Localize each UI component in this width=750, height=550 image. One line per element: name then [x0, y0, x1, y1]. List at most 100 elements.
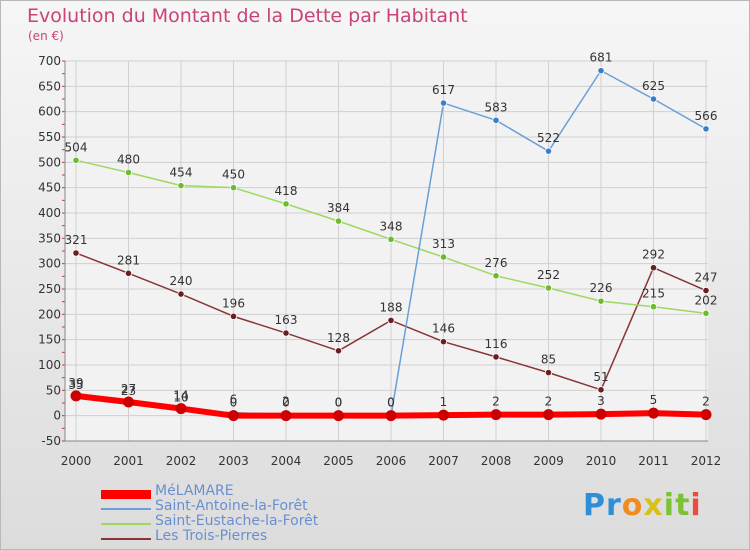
- data-point: [228, 410, 239, 422]
- y-tick-label: 650: [38, 79, 61, 93]
- data-point: [333, 410, 344, 422]
- data-point: [282, 329, 290, 337]
- data-label: 5: [650, 393, 658, 407]
- data-point: [177, 290, 185, 298]
- data-label: 23: [121, 384, 136, 398]
- legend-label: Saint-Antoine-la-Forêt: [155, 498, 308, 514]
- data-point: [492, 272, 500, 280]
- y-tick-label: 300: [38, 257, 61, 271]
- data-point: [702, 286, 710, 295]
- legend-label: Saint-Eustache-la-Forêt: [155, 513, 319, 529]
- y-tick-label: 450: [38, 181, 61, 195]
- x-tick-label: 2008: [481, 454, 512, 468]
- data-label: 2: [492, 395, 500, 409]
- data-point: [597, 386, 605, 394]
- x-tick-label: 2012: [691, 454, 722, 468]
- x-tick-label: 2006: [376, 454, 407, 468]
- x-tick-label: 2007: [428, 454, 459, 468]
- data-point: [492, 353, 500, 361]
- data-point: [649, 264, 658, 272]
- x-tick-label: 2003: [218, 454, 249, 468]
- data-point: [597, 67, 605, 75]
- data-label: 276: [485, 256, 508, 270]
- data-point: [70, 390, 82, 402]
- data-point: [700, 409, 712, 421]
- data-label: 292: [642, 248, 665, 262]
- x-tick-label: 2000: [61, 454, 92, 468]
- data-label: 0: [335, 396, 343, 410]
- data-point: [438, 409, 449, 421]
- data-label: 240: [170, 274, 193, 288]
- data-label: 146: [432, 322, 455, 336]
- data-point: [702, 125, 710, 133]
- plot-area: [65, 61, 708, 441]
- logo-letter: x: [643, 488, 664, 523]
- legend-swatch: [101, 538, 151, 540]
- x-tick-label: 2005: [323, 454, 354, 468]
- data-label: 2: [282, 395, 290, 409]
- data-point: [124, 168, 133, 177]
- y-tick-label: 350: [38, 231, 61, 245]
- data-label: 1: [440, 395, 448, 409]
- data-point: [702, 309, 710, 317]
- y-tick-label: 500: [38, 155, 61, 169]
- data-point: [72, 156, 80, 164]
- logo-letter: t: [675, 488, 691, 523]
- data-label: 35: [68, 378, 83, 392]
- data-label: 313: [432, 237, 455, 251]
- data-label: 281: [117, 253, 140, 267]
- data-point: [544, 368, 553, 377]
- chart-title: Evolution du Montant de la Dette par Hab…: [27, 5, 468, 27]
- data-point: [334, 217, 343, 225]
- data-label: 0: [230, 396, 238, 410]
- y-tick-label: 600: [38, 105, 61, 119]
- proxiti-logo: Proxiti: [583, 488, 702, 523]
- data-label: 522: [537, 131, 560, 145]
- data-point: [175, 403, 187, 415]
- data-label: 2: [702, 395, 710, 409]
- data-point: [492, 116, 500, 124]
- data-label: 202: [695, 293, 718, 307]
- y-tick-label: 700: [38, 54, 61, 68]
- data-label: 14: [173, 389, 188, 403]
- logo-letter: i: [663, 488, 676, 523]
- data-label: 163: [275, 313, 298, 327]
- y-tick-label: 200: [38, 307, 61, 321]
- data-label: 0: [335, 396, 343, 410]
- data-label: 480: [117, 152, 140, 166]
- data-label: 583: [485, 100, 508, 114]
- data-point: [544, 147, 553, 155]
- logo-letter: o: [621, 488, 644, 523]
- data-point: [649, 95, 658, 103]
- data-label: 384: [327, 201, 350, 215]
- data-label: 27: [121, 382, 136, 396]
- data-point: [543, 409, 554, 421]
- data-point: [544, 284, 553, 292]
- data-label: 3: [597, 394, 605, 408]
- y-tick-label: 250: [38, 282, 61, 296]
- y-tick-label: 100: [38, 358, 61, 372]
- data-label: 51: [593, 370, 608, 384]
- data-point: [595, 408, 607, 420]
- data-point: [387, 316, 395, 325]
- data-label: 566: [695, 109, 718, 123]
- data-point: [229, 184, 238, 192]
- x-tick-label: 2002: [166, 454, 197, 468]
- data-label: 85: [541, 353, 556, 367]
- data-label: 0: [387, 396, 395, 410]
- y-tick-label: 550: [38, 130, 61, 144]
- x-tick-label: 2004: [271, 454, 302, 468]
- data-label: 226: [590, 281, 613, 295]
- legend-label: MéLAMARE: [155, 483, 234, 499]
- data-point: [387, 235, 395, 243]
- y-tick-label: 150: [38, 333, 61, 347]
- y-tick-label: 50: [46, 383, 61, 397]
- data-label: 454: [170, 166, 193, 180]
- data-label: 625: [642, 79, 665, 93]
- data-point: [490, 409, 502, 421]
- logo-letter: P: [583, 488, 606, 523]
- data-point: [385, 410, 397, 422]
- data-label: 617: [432, 83, 455, 97]
- data-label: 2: [545, 395, 553, 409]
